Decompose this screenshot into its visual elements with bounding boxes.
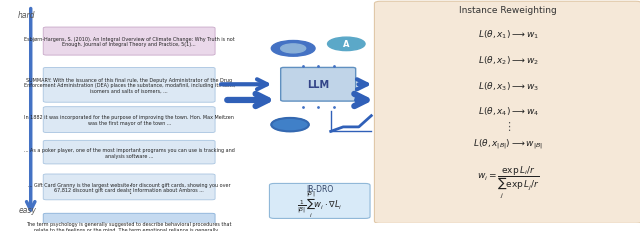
Text: $L(\theta, x_3) \longrightarrow w_3$: $L(\theta, x_3) \longrightarrow w_3$ xyxy=(477,80,539,92)
Text: ... As a poker player, one of the most important programs you can use is trackin: ... As a poker player, one of the most i… xyxy=(24,147,235,158)
Text: ⋮: ⋮ xyxy=(502,121,514,131)
Circle shape xyxy=(271,119,309,132)
Text: $L(\theta, x_2) \longrightarrow w_2$: $L(\theta, x_2) \longrightarrow w_2$ xyxy=(477,54,539,67)
Text: $L(\theta, x_1) \longrightarrow w_1$: $L(\theta, x_1) \longrightarrow w_1$ xyxy=(477,28,539,41)
Circle shape xyxy=(271,41,315,57)
Text: $\frac{1}{|B|}\sum_i^{|B|} w_i \cdot \nabla L_i$: $\frac{1}{|B|}\sum_i^{|B|} w_i \cdot \na… xyxy=(298,189,343,219)
Text: LLM: LLM xyxy=(307,80,329,90)
Text: easy: easy xyxy=(18,206,36,214)
FancyBboxPatch shape xyxy=(44,107,215,133)
Text: Instance Reweighting: Instance Reweighting xyxy=(460,6,557,15)
FancyBboxPatch shape xyxy=(44,141,215,164)
Text: A: A xyxy=(343,40,349,49)
FancyBboxPatch shape xyxy=(281,68,356,102)
Text: The term psychology is generally suggested to describe behavioral procedures tha: The term psychology is generally suggest… xyxy=(26,221,232,231)
Text: ... Gift Card Granny is the largest website for discount gift cards, showing you: ... Gift Card Granny is the largest webs… xyxy=(28,182,230,192)
FancyBboxPatch shape xyxy=(44,174,215,200)
Circle shape xyxy=(328,38,365,51)
Text: $L(\theta, x_{|B|}) \longrightarrow w_{|B|}$: $L(\theta, x_{|B|}) \longrightarrow w_{|… xyxy=(473,137,543,151)
Circle shape xyxy=(281,45,306,54)
FancyBboxPatch shape xyxy=(44,213,215,231)
FancyBboxPatch shape xyxy=(44,68,215,103)
Text: Esbjørn-Hargens, S. (2010). An Integral Overview of Climate Change: Why Truth is: Esbjørn-Hargens, S. (2010). An Integral … xyxy=(24,36,234,47)
Text: IR-DRO: IR-DRO xyxy=(307,184,333,193)
Text: $w_i = \dfrac{\exp L_i/r}{\sum_j \exp L_j/r}$: $w_i = \dfrac{\exp L_i/r}{\sum_j \exp L_… xyxy=(477,164,540,200)
FancyBboxPatch shape xyxy=(374,2,640,223)
Text: ⋮: ⋮ xyxy=(124,184,134,194)
FancyBboxPatch shape xyxy=(269,184,370,219)
FancyBboxPatch shape xyxy=(44,28,215,56)
Text: In 1882 it was incorporated for the purpose of improving the town. Hon. Max Meit: In 1882 it was incorporated for the purp… xyxy=(24,115,234,125)
Text: $L(\theta, x_4) \longrightarrow w_4$: $L(\theta, x_4) \longrightarrow w_4$ xyxy=(477,106,539,118)
Text: SUMMARY: With the issuance of this final rule, the Deputy Administrator of the D: SUMMARY: With the issuance of this final… xyxy=(24,77,235,94)
Text: hard: hard xyxy=(18,11,36,20)
